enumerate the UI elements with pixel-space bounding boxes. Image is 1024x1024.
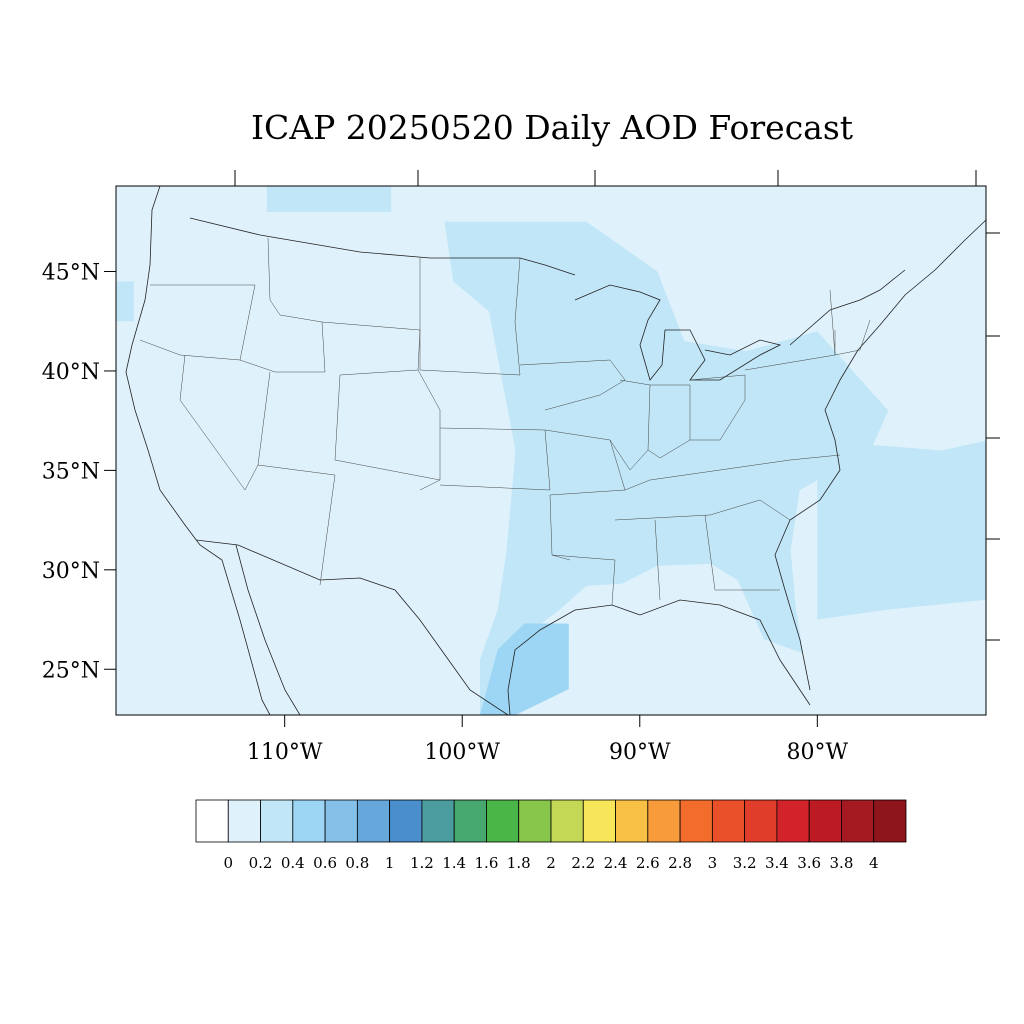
colorbar-label: 4 <box>869 854 879 872</box>
lat-tick-label: 45°N <box>42 261 100 286</box>
gulf-coastline <box>507 599 811 715</box>
colorbar-label: 3 <box>708 854 718 872</box>
colorbar-label: 0.4 <box>281 854 305 872</box>
lat-tick-label: 30°N <box>42 559 100 584</box>
colorbar-swatch <box>260 799 294 843</box>
aod-shading <box>116 186 986 715</box>
colorbar-swatch <box>324 799 358 843</box>
colorbar-label: 2 <box>546 854 556 872</box>
colorbar-swatch <box>711 799 746 843</box>
colorbar-swatch <box>421 799 455 843</box>
colorbar-label: 2.6 <box>636 854 660 872</box>
lon-tick-label: 90°W <box>609 740 671 765</box>
colorbar-swatch <box>679 799 713 843</box>
lat-tick-label: 35°N <box>42 459 100 484</box>
aod-region-1 <box>444 221 889 715</box>
colorbar-swatch <box>776 799 810 843</box>
colorbar-swatch <box>227 799 261 843</box>
colorbar-swatch <box>195 799 229 843</box>
colorbar-swatch <box>841 799 875 843</box>
colorbar-label: 0.6 <box>313 854 337 872</box>
colorbar-label: 1 <box>385 854 395 872</box>
colorbar-swatch <box>550 799 584 843</box>
aod-region-0 <box>266 186 392 212</box>
colorbar-swatch <box>744 799 778 843</box>
colorbar-label: 2.2 <box>571 854 595 872</box>
lon-tick-label: 110°W <box>247 740 323 765</box>
colorbar-swatch <box>518 799 552 843</box>
great-lakes <box>574 284 782 381</box>
colorbar-label: 3.4 <box>765 854 789 872</box>
aod-region-4 <box>480 623 569 715</box>
colorbar-label: 3.8 <box>830 854 854 872</box>
colorbar-swatch <box>582 799 616 843</box>
aod-colorbar: 0 0.2 0.4 0.6 0.8 1 1.2 1.4 1.6 1.8 2 2.2 2.4 2.6 2.8 3… <box>195 799 907 872</box>
colorbar-label: 1.2 <box>410 854 434 872</box>
colorbar-label: 1.8 <box>507 854 531 872</box>
colorbar-swatch <box>486 799 520 843</box>
colorbar-label: 0.2 <box>249 854 273 872</box>
map-axes: 45°N 40°N 35°N 30°N 25°N 110°W 100°W 90°W 80°W <box>42 170 1000 765</box>
us-mexico-border <box>195 539 509 715</box>
aod-region-3 <box>116 281 134 322</box>
colorbar-swatch <box>356 799 391 843</box>
colorbar-label: 3.6 <box>797 854 821 872</box>
colorbar-label: 3.2 <box>733 854 757 872</box>
lat-tick-label: 25°N <box>42 658 100 683</box>
atlantic-coastline <box>774 219 986 691</box>
lat-tick-label: 40°N <box>42 360 100 385</box>
colorbar-swatch <box>453 799 487 843</box>
state-borders <box>139 237 871 606</box>
colorbar-swatch <box>873 799 907 843</box>
pacific-coastline <box>125 186 271 715</box>
map-frame <box>115 185 987 716</box>
colorbar-label: 0 <box>223 854 233 872</box>
lon-tick-label: 80°W <box>787 740 849 765</box>
colorbar-label: 0.8 <box>345 854 369 872</box>
colorbar-label: 1.4 <box>442 854 466 872</box>
us-canada-border <box>189 217 906 346</box>
aod-region-2 <box>817 440 986 620</box>
coastlines-and-borders <box>125 186 986 715</box>
colorbar-label: 1.6 <box>475 854 499 872</box>
colorbar-swatch <box>647 799 681 843</box>
figure-title: ICAP 20250520 Daily AOD Forecast <box>250 108 854 147</box>
colorbar-label: 2.4 <box>604 854 628 872</box>
colorbar-swatch <box>292 799 326 843</box>
colorbar-label: 2.8 <box>668 854 692 872</box>
colorbar-swatch <box>808 799 842 843</box>
colorbar-swatch <box>389 799 423 843</box>
colorbar-swatch <box>615 799 649 843</box>
gulf-of-california-coast <box>235 544 301 715</box>
lon-tick-label: 100°W <box>424 740 500 765</box>
